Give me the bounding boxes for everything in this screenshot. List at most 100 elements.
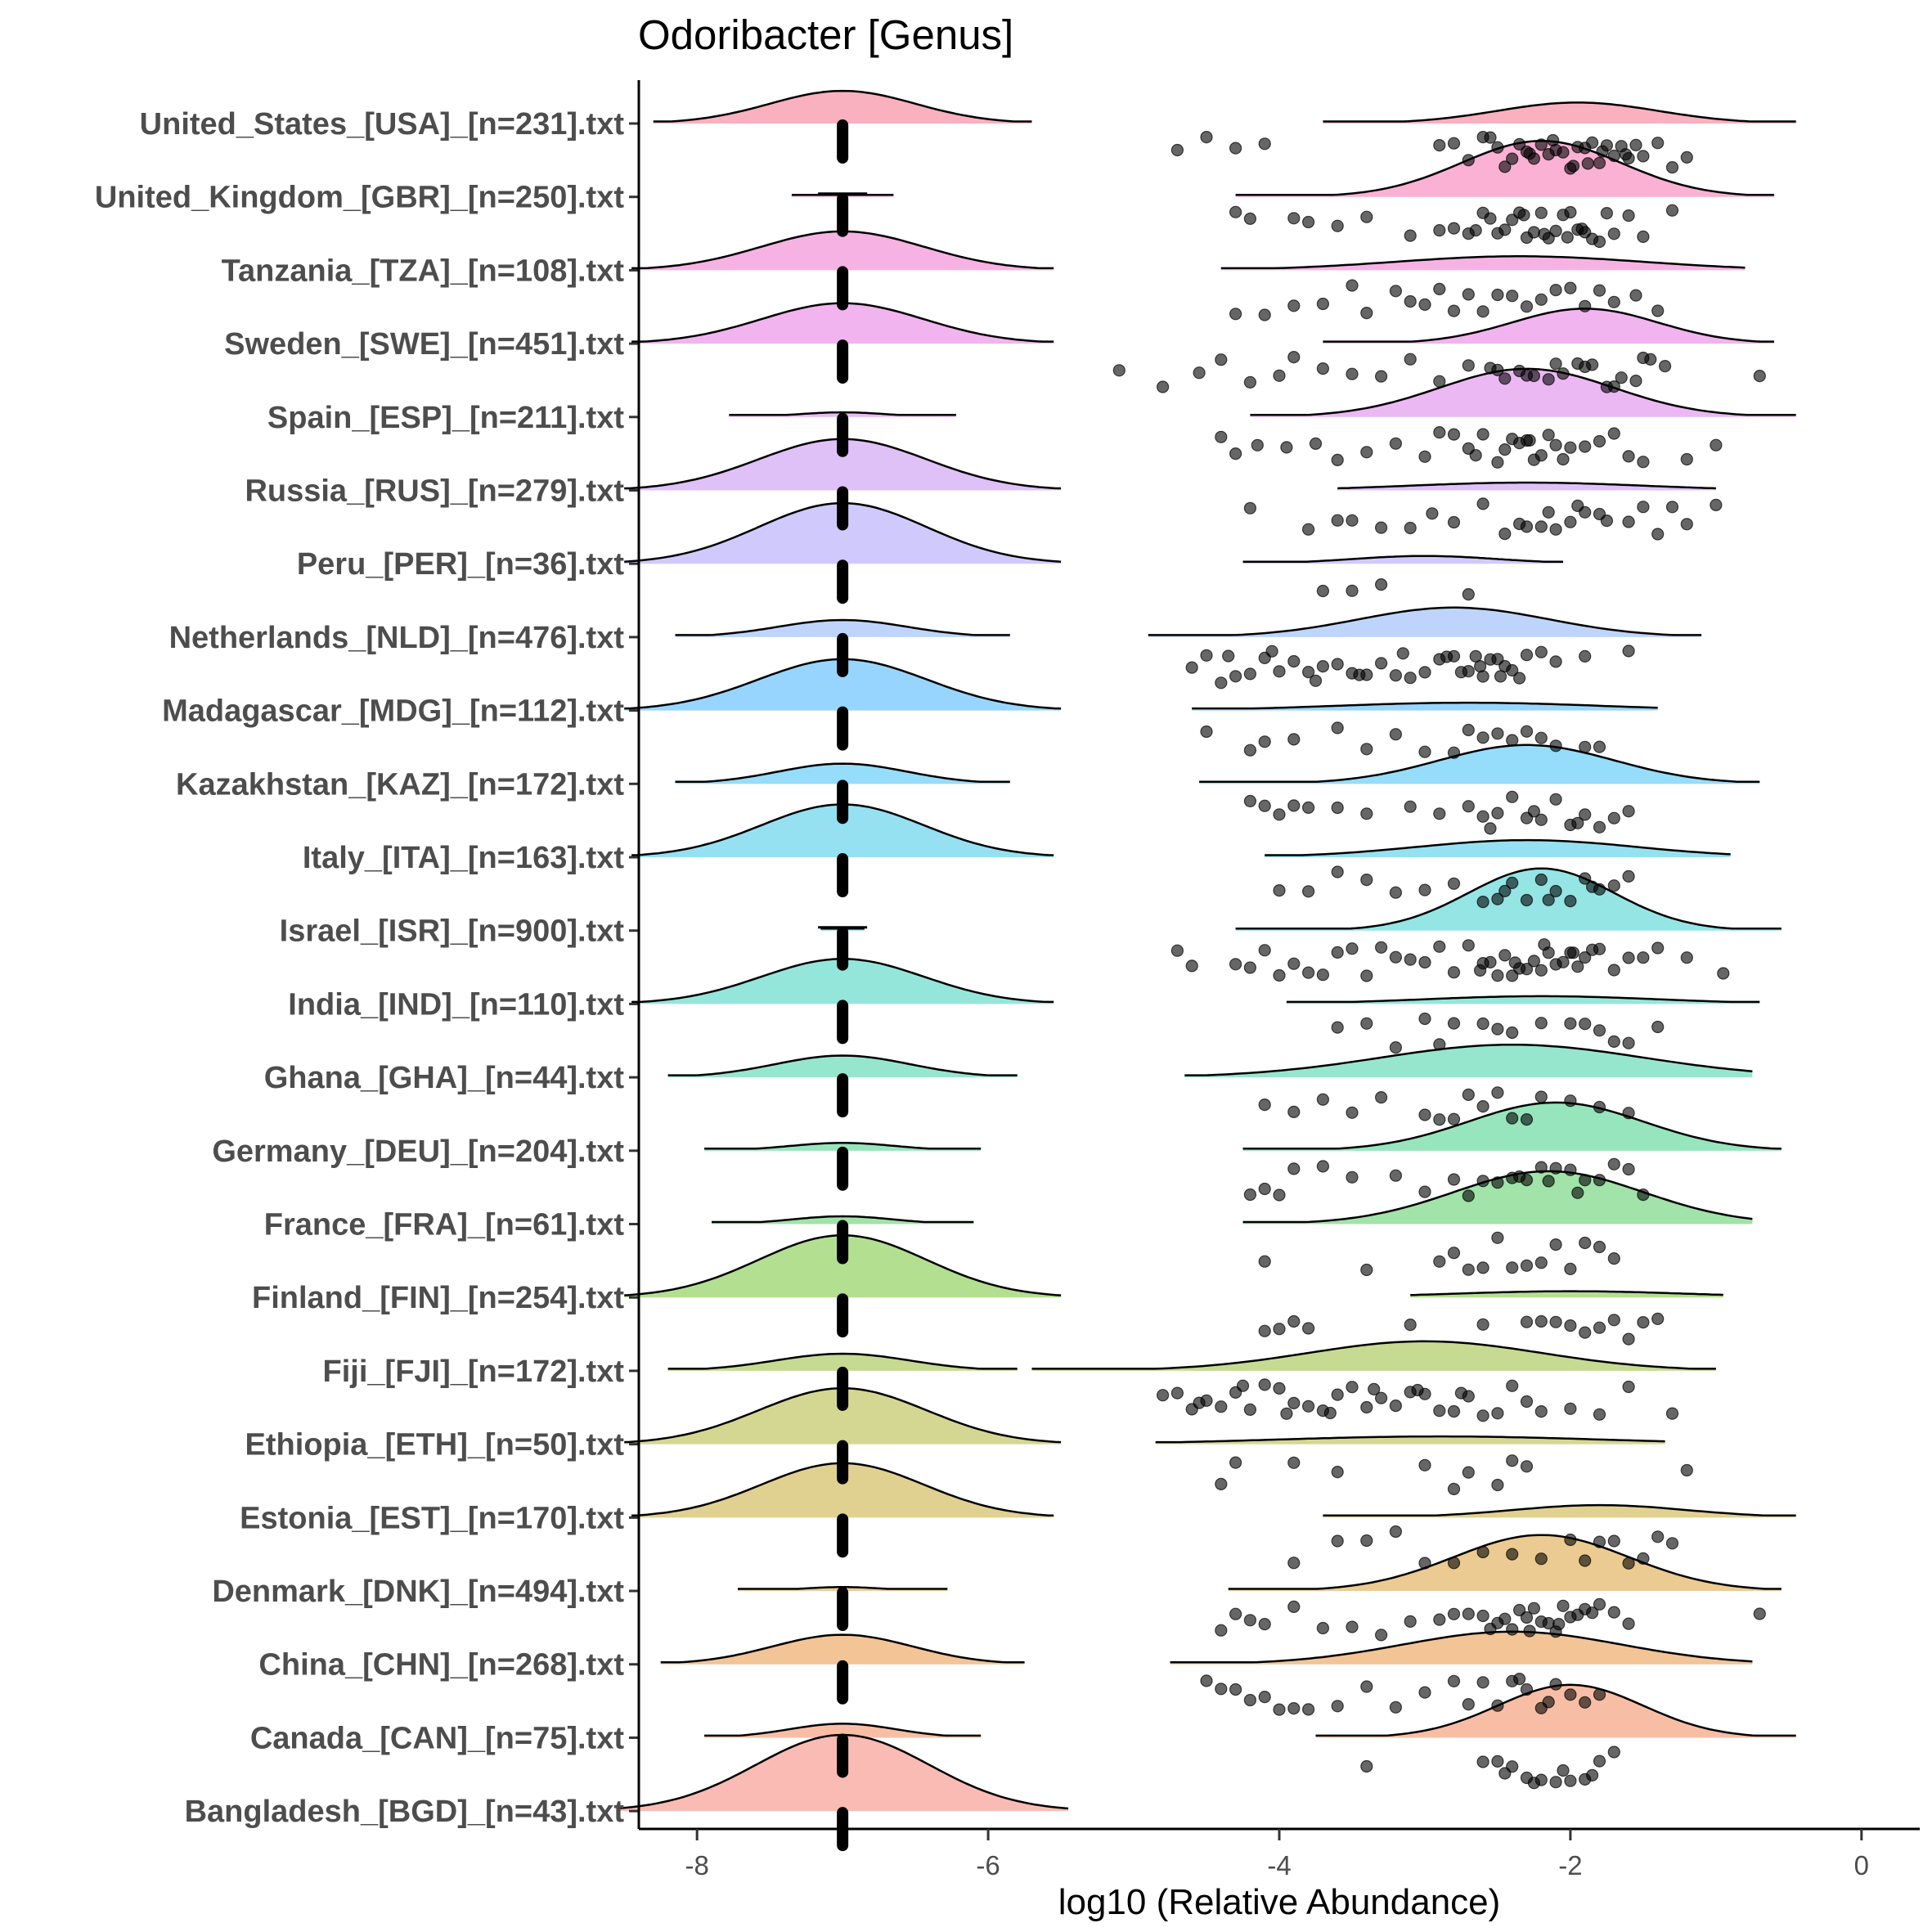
data-point [1346,279,1359,292]
data-point [1506,1548,1519,1561]
data-point [1637,230,1650,243]
zero-density-outline [675,618,1010,636]
y-tick-label: Ethiopia_[ETH]_[n=50].txt [245,1428,625,1462]
data-point [1360,969,1373,982]
data-point [1243,212,1257,225]
y-tick-label: Kazakhstan_[KAZ]_[n=172].txt [176,767,624,802]
nonzero-density-outline [1323,101,1796,123]
data-point [1243,667,1257,681]
data-point [1404,294,1417,308]
data-point [1476,1676,1489,1689]
data-point [1629,375,1642,388]
data-point [1710,438,1723,452]
data-point [1622,805,1635,818]
data-point [1215,676,1228,690]
data-point [1229,308,1242,321]
data-point [1447,1112,1461,1126]
data-point [1404,229,1417,242]
data-point [1447,877,1461,890]
data-point [1433,282,1446,295]
nonzero-density-outline [1242,555,1563,563]
data-point [1520,300,1534,313]
data-point [1200,131,1213,144]
nonzero-density-outline [1220,255,1746,270]
y-tick-label: Finland_[FIN]_[n=254].txt [252,1281,624,1315]
data-point [1579,649,1592,663]
data-point [1585,136,1599,149]
data-point [1476,1318,1489,1331]
zero-density [667,1055,1018,1078]
data-point [1665,161,1679,174]
data-point [1593,1100,1606,1114]
data-point [1593,1597,1606,1611]
data-point [1619,148,1633,161]
data-point [1476,895,1489,909]
zero-density-outline [704,1723,982,1737]
data-point [1185,959,1198,973]
y-tick-label: Ghana_[GHA]_[n=44].txt [264,1061,625,1095]
data-point [1476,1175,1489,1188]
nonzero-density [1148,607,1702,637]
data-point [1229,447,1242,461]
data-point [1473,659,1487,673]
nonzero-density-outline [1155,1435,1665,1444]
data-point [1607,1314,1620,1327]
data-point [1258,799,1271,812]
y-tick-label: Denmark_[DNK]_[n=494].txt [212,1575,624,1609]
data-point [1498,884,1512,898]
data-point [1622,1557,1635,1570]
data-point [1331,453,1344,467]
data-point [1637,1188,1650,1202]
data-point [1389,437,1403,450]
data-point [1273,883,1286,897]
data-point [1418,666,1431,679]
data-point [1287,212,1301,225]
data-point [1549,1678,1562,1691]
data-point [1360,1400,1373,1414]
data-point [1579,1326,1592,1339]
data-point [1215,1624,1228,1637]
data-point [1542,893,1555,906]
data-point [1651,137,1665,150]
data-point [1491,1176,1504,1189]
data-point [1418,1686,1431,1699]
y-tick-label: Fiji_[FJI]_[n=172].txt [323,1355,625,1389]
data-point [1564,1262,1577,1276]
jitter-point-layer [1112,131,1766,1790]
data-point [1564,1163,1577,1176]
data-point [1170,944,1184,957]
data-point [1491,806,1504,820]
nonzero-density-outline [1235,867,1781,930]
data-point [1462,664,1475,678]
data-point [1549,284,1562,297]
data-point [1170,1386,1184,1400]
data-point [1316,968,1330,982]
data-point [1534,964,1548,977]
data-point [1418,1108,1431,1121]
data-point [1542,1175,1555,1188]
data-point [1265,645,1278,658]
data-point [1506,734,1519,747]
data-point [1593,156,1606,169]
data-point [1273,665,1286,678]
data-point [1498,527,1512,541]
data-point [1476,731,1489,744]
data-point [1622,1380,1635,1394]
data-point [1360,1534,1373,1548]
data-point [1680,1463,1693,1477]
data-point [1374,1391,1388,1404]
zero-density-outline [653,89,1032,123]
data-point [1301,665,1315,679]
data-point [1491,969,1504,982]
zero-density-outline [712,1215,974,1224]
data-point [1331,946,1344,959]
nonzero-density [1235,868,1781,931]
data-point [1360,807,1373,820]
data-point [1243,1403,1257,1417]
data-point [1629,138,1642,151]
nonzero-density-outline [1031,1340,1716,1370]
data-point [1433,1113,1446,1126]
zero-density [704,1723,982,1738]
data-point [1491,892,1504,905]
